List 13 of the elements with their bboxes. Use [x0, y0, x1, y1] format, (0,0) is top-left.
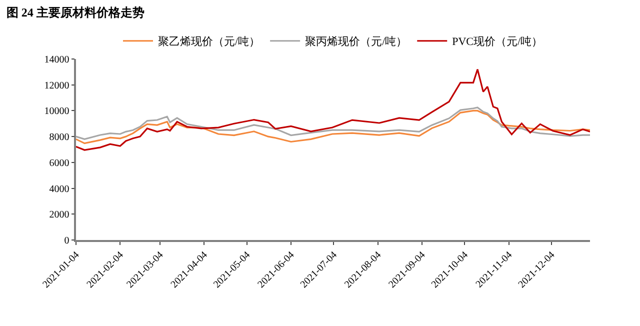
y-tick-label: 4000: [49, 184, 70, 195]
legend-label: PVC现价（元/吨）: [452, 35, 543, 48]
y-tick-label: 12000: [44, 80, 70, 92]
y-tick-label: 10000: [44, 106, 70, 118]
line-series: [76, 68, 590, 151]
y-tick-label: 14000: [44, 54, 70, 66]
chart-title: 图 24 主要原材料价格走势: [6, 6, 144, 20]
y-tick-label: 0: [64, 236, 70, 246]
legend-label: 聚乙烯现价（元/吨）: [158, 35, 260, 48]
y-tick-label: 8000: [49, 132, 70, 144]
y-tick-label: 6000: [49, 158, 70, 169]
y-tick-label: 2000: [49, 210, 70, 221]
legend-label: 聚丙烯现价（元/吨）: [305, 35, 408, 48]
